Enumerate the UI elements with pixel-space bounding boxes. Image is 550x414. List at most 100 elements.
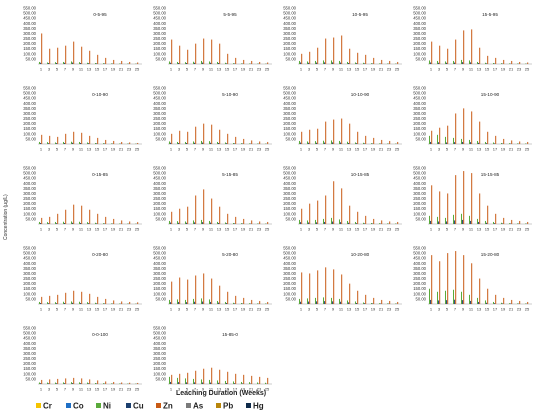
bar-cu [470,220,472,224]
bar-cu [40,142,42,144]
bar-ni [307,141,308,144]
bar-cu [210,382,212,384]
bar-cu [308,222,310,224]
bar-zn [365,135,367,144]
x-tick-label: 11 [209,67,214,72]
bar-ni [55,62,56,64]
y-tick-label: 200.00 [153,201,166,206]
y-tick-label: 450.00 [23,256,36,261]
bar-ni [363,302,364,304]
x-tick-label: 5 [56,307,59,312]
bar-zn [389,221,391,224]
bar-cu [72,383,74,384]
bar-ni [95,302,96,304]
y-tick-label: 500.00 [153,331,166,336]
bar-zn [301,272,303,304]
y-tick-label: 400.00 [23,341,36,346]
x-tick-label: 25 [395,307,400,312]
x-tick-label: 25 [135,387,140,392]
bar-ni [257,382,258,384]
y-tick-label: 450.00 [283,96,296,101]
y-tick-label: 400.00 [23,261,36,266]
bar-zn [455,175,457,224]
bar-cu [308,142,310,144]
bar-ni [241,223,242,224]
x-tick-label: 9 [72,387,75,392]
bar-ni [177,141,178,144]
bar-ni [477,218,478,224]
legend-swatch [246,403,251,409]
bar-cu [242,303,244,304]
bar-ni [477,297,478,304]
y-tick-label: 250.00 [413,196,426,201]
bar-ni [331,217,332,224]
bar-ni [63,61,64,64]
bar-zn [89,209,91,224]
bar-zn [431,130,433,144]
y-tick-label: 150.00 [283,206,296,211]
bar-ni [79,141,80,144]
bar-cu [104,143,106,144]
bar-zn [49,48,51,64]
x-tick-label: 13 [217,67,222,72]
x-tick-label: 19 [111,67,116,72]
bar-cu [72,222,74,224]
bar-zn [301,131,303,144]
bar-zn [357,131,359,144]
x-tick-label: 17 [233,307,238,312]
y-tick-label: 200.00 [283,201,296,206]
legend-swatch [216,403,221,409]
x-tick-label: 13 [347,227,352,232]
y-tick-label: 250.00 [283,276,296,281]
bar-ni [241,143,242,144]
y-tick-label: 100.00 [153,291,166,296]
bar-zn [495,213,497,224]
y-tick-label: 100.00 [413,291,426,296]
panel-title: 10-20-80 [351,252,370,257]
x-tick-label: 15 [355,67,360,72]
bar-zn [97,213,99,224]
bar-ni [103,143,104,144]
bar-zn [171,281,173,304]
x-tick-label: 5 [186,227,189,232]
bar-cu [186,62,188,64]
bar-zn [447,125,449,144]
panel-title: 10-10-90 [351,92,370,97]
y-tick-label: 500.00 [413,171,426,176]
bar-ni [185,221,186,224]
bar-zn [317,47,319,64]
bar-cu [218,142,220,144]
x-axis-label: Leaching Duration (Weeks) [176,390,267,397]
bar-ni [111,63,112,64]
y-tick-label: 550.00 [23,86,36,91]
x-tick-label: 3 [48,147,51,152]
y-tick-label: 300.00 [153,31,166,36]
bar-zn [243,138,245,144]
bar-ni [79,301,80,304]
y-tick-label: 150.00 [153,126,166,131]
y-tick-label: 50.00 [156,136,167,141]
bar-zn [203,368,205,384]
bar-zn [137,142,139,144]
panel-title: 0-0-100 [92,332,108,337]
bar-ni [169,141,170,144]
x-tick-label: 13 [347,307,352,312]
bar-zn [381,59,383,64]
bar-zn [267,301,269,304]
bar-cu [178,382,180,384]
x-tick-label: 19 [111,387,116,392]
x-tick-label: 25 [265,307,270,312]
x-tick-label: 11 [339,307,344,312]
bar-zn [137,221,139,224]
bar-zn [187,131,189,144]
x-tick-label: 1 [300,67,303,72]
bar-ni [249,382,250,384]
bar-ni [39,61,40,64]
x-tick-label: 1 [430,307,433,312]
y-tick-label: 300.00 [23,271,36,276]
y-tick-label: 350.00 [413,186,426,191]
bar-zn [479,193,481,224]
bar-zn [519,61,521,64]
bar-zn [235,295,237,304]
y-tick-label: 550.00 [153,246,166,251]
